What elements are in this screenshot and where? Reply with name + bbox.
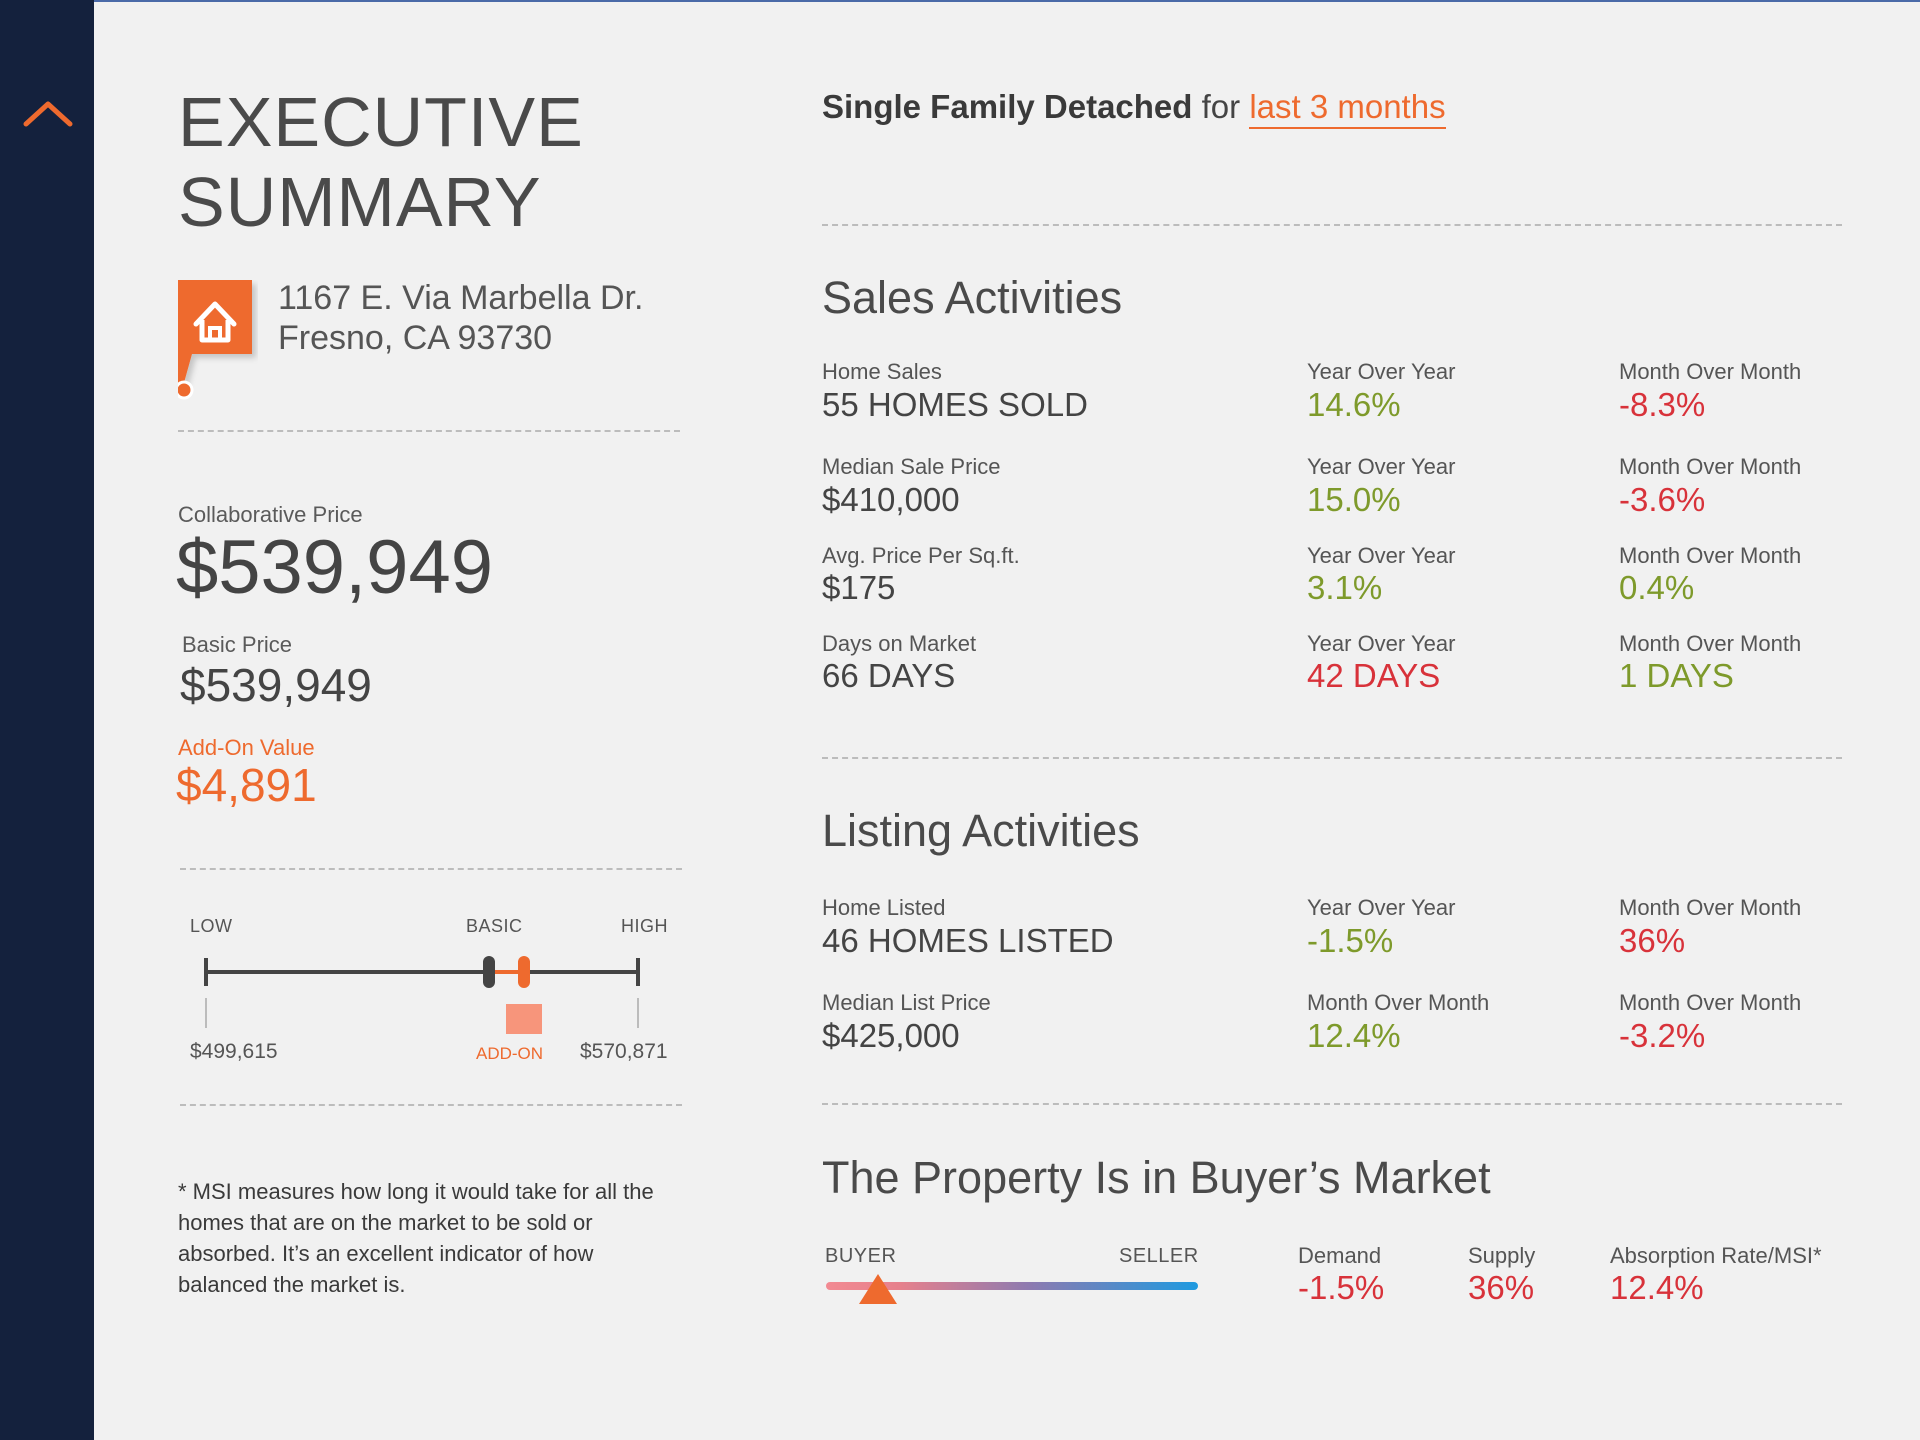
page-title: EXECUTIVE SUMMARY: [178, 83, 584, 241]
yoy-label: Year Over Year: [1307, 895, 1456, 920]
demand-label: Demand: [1298, 1243, 1382, 1268]
metric-value: $410,000: [822, 481, 960, 518]
range-high-value: $570,871: [580, 1040, 668, 1063]
collaborative-price-value: $539,949: [176, 525, 493, 610]
sales-activities-title: Sales Activities: [822, 272, 1123, 323]
mom-value: 12.4%: [1307, 1017, 1401, 1054]
property-type: Single Family Detached: [822, 88, 1193, 125]
addon-value-label: Add-On Value: [178, 735, 315, 760]
seller-label: SELLER: [1119, 1245, 1199, 1267]
msi-footnote: * MSI measures how long it would take fo…: [178, 1179, 654, 1297]
yoy-value: 42 DAYS: [1307, 657, 1441, 694]
mom-value: -3.6%: [1619, 481, 1706, 518]
mom-value: -8.3%: [1619, 386, 1706, 423]
metric-label: Home Listed: [822, 895, 946, 920]
property-address: 1167 E. Via Marbella Dr. Fresno, CA 9373…: [278, 278, 643, 358]
metric-value: 66 DAYS: [822, 657, 956, 694]
range-addon-label: ADD-ON: [476, 1044, 544, 1063]
metric-label: Median List Price: [822, 990, 991, 1015]
mom-label: Month Over Month: [1619, 895, 1802, 920]
yoy-value: 3.1%: [1307, 569, 1383, 606]
mom-label: Month Over Month: [1619, 990, 1802, 1015]
basic-marker: [483, 956, 495, 988]
mom-label: Month Over Month: [1307, 990, 1490, 1015]
mom-label: Month Over Month: [1619, 631, 1802, 656]
demand-value: -1.5%: [1298, 1269, 1385, 1306]
yoy-label: Year Over Year: [1307, 359, 1456, 384]
mom-value: 36%: [1619, 922, 1686, 959]
metric-value: $425,000: [822, 1017, 960, 1054]
metric-value: $175: [822, 569, 896, 606]
divider: [822, 757, 1842, 759]
collaborative-price-label: Collaborative Price: [178, 502, 363, 527]
mom-value: 0.4%: [1619, 569, 1695, 606]
house-pin-icon: [174, 280, 258, 400]
addon-marker-box: [506, 1004, 542, 1034]
metric-label: Home Sales: [822, 359, 942, 384]
filter-summary: Single Family Detached for last 3 months: [822, 88, 1446, 129]
absorption-label: Absorption Rate/MSI*: [1610, 1243, 1822, 1268]
market-gauge: [826, 1282, 1198, 1290]
listing-activities-title: Listing Activities: [822, 805, 1140, 856]
yoy-label: Year Over Year: [1307, 543, 1456, 568]
metric-label: Median Sale Price: [822, 454, 1001, 479]
supply-value: 36%: [1468, 1269, 1535, 1306]
basic-price-value: $539,949: [180, 659, 372, 711]
chevron-up-icon[interactable]: [20, 94, 76, 134]
mom-label: Month Over Month: [1619, 359, 1802, 384]
mom-label: Month Over Month: [1619, 543, 1802, 568]
mom-value: -3.2%: [1619, 1017, 1706, 1054]
address-line-1: 1167 E. Via Marbella Dr.: [278, 279, 644, 317]
metric-label: Days on Market: [822, 631, 977, 656]
divider: [178, 430, 680, 432]
metric-label: Avg. Price Per Sq.ft.: [822, 543, 1020, 568]
mom-value: 1 DAYS: [1619, 657, 1734, 694]
metric-value: 55 HOMES SOLD: [822, 386, 1088, 423]
address-line-2: Fresno, CA 93730: [278, 319, 553, 357]
range-low-value: $499,615: [190, 1040, 278, 1063]
addon-marker: [518, 956, 530, 988]
period-link[interactable]: last 3 months: [1249, 88, 1446, 129]
yoy-label: Year Over Year: [1307, 631, 1456, 656]
divider: [180, 1104, 682, 1106]
absorption-value: 12.4%: [1610, 1269, 1704, 1306]
basic-price-label: Basic Price: [182, 632, 293, 657]
supply-label: Supply: [1468, 1243, 1536, 1268]
range-high-label: HIGH: [621, 916, 668, 936]
divider: [822, 224, 1842, 226]
yoy-value: 14.6%: [1307, 386, 1401, 423]
market-position-marker: [859, 1274, 898, 1304]
buyer-label: BUYER: [825, 1245, 897, 1267]
price-range-slider: [204, 956, 640, 1034]
range-basic-label: BASIC: [466, 916, 523, 936]
filter-connector: for: [1201, 88, 1241, 125]
range-low-label: LOW: [190, 916, 233, 936]
main-content: EXECUTIVE SUMMARY 1167 E. Via Marbella D…: [94, 0, 1920, 1440]
sidebar: [0, 0, 94, 1440]
metric-value: 46 HOMES LISTED: [822, 922, 1114, 959]
yoy-value: 15.0%: [1307, 481, 1401, 518]
market-status-title: The Property Is in Buyer’s Market: [822, 1152, 1491, 1203]
mom-label: Month Over Month: [1619, 454, 1802, 479]
divider: [822, 1103, 1842, 1105]
yoy-value: -1.5%: [1307, 922, 1394, 959]
addon-value: $4,891: [176, 759, 317, 811]
yoy-label: Year Over Year: [1307, 454, 1456, 479]
divider: [180, 868, 682, 870]
